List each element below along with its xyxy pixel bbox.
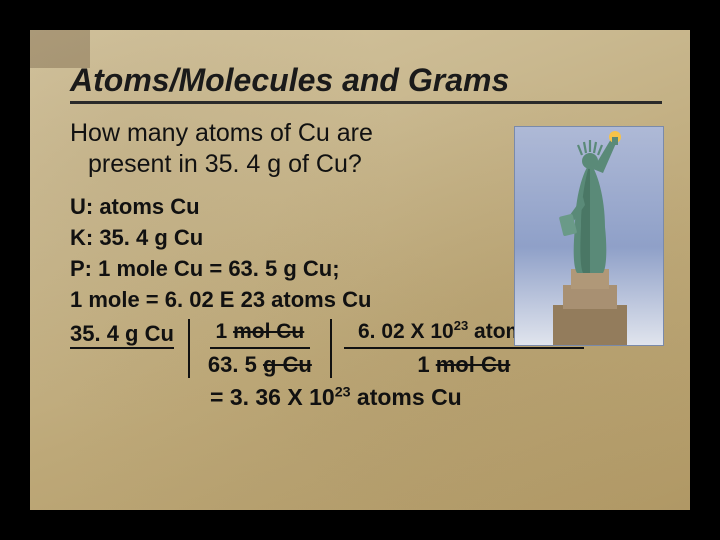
question-line-1: How many atoms of Cu are [70, 119, 373, 147]
answer: = 3. 36 X 1023 atoms Cu [210, 384, 662, 411]
question-line-2: present in 35. 4 g of Cu? [70, 149, 500, 180]
given-value: 35. 4 g Cu [70, 321, 174, 349]
statue-of-liberty-image [514, 126, 664, 346]
conversion-factor-1: 1 mol Cu 63. 5 g Cu [188, 319, 330, 378]
factor1-numerator: 1 mol Cu [210, 319, 311, 349]
factor2-denominator: 1 mol Cu [411, 349, 516, 378]
statue-illustration [515, 127, 664, 346]
question-text: How many atoms of Cu are present in 35. … [70, 118, 500, 181]
given-quantity: 35. 4 g Cu [70, 319, 188, 347]
slide: Atoms/Molecules and Grams How many atoms… [30, 30, 690, 510]
factor1-denominator: 63. 5 g Cu [202, 349, 318, 378]
slide-title: Atoms/Molecules and Grams [70, 62, 662, 104]
